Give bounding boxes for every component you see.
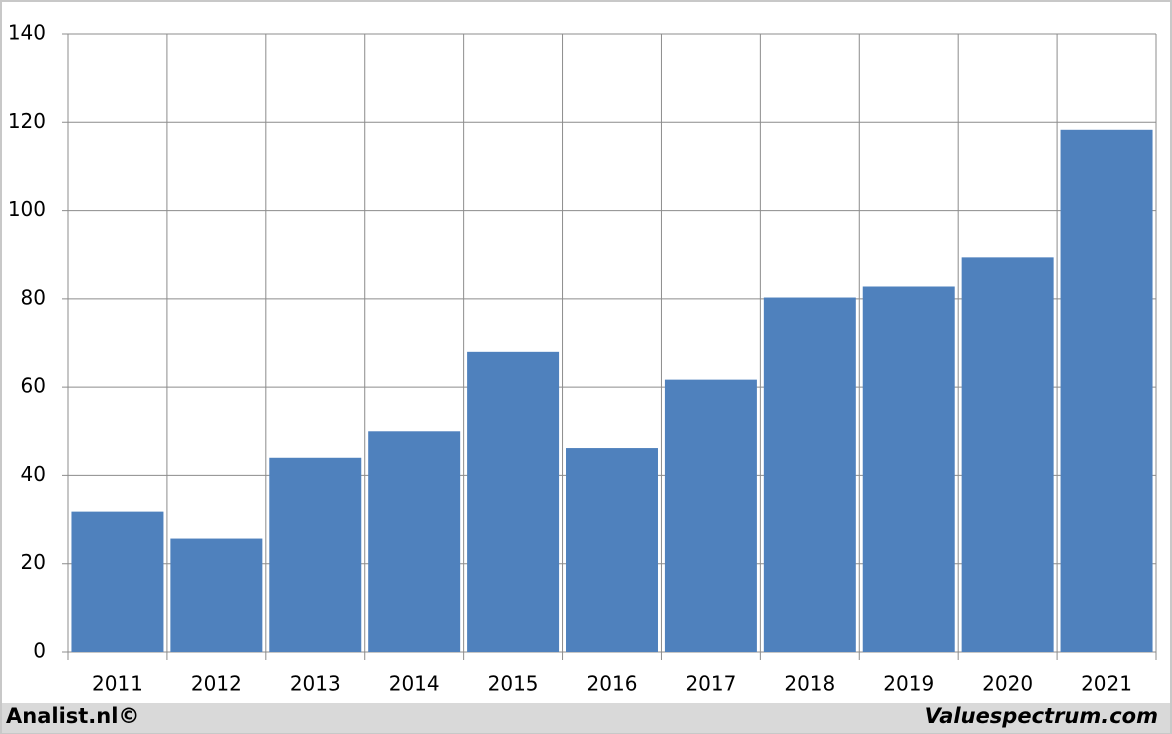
x-tick-label: 2015 [488,672,539,696]
y-tick-label: 60 [21,374,46,398]
x-tick-label: 2012 [191,672,242,696]
y-tick-label: 20 [21,550,46,574]
x-tick-label: 2013 [290,672,341,696]
bar [170,538,263,652]
bar [961,257,1054,652]
bar [368,431,461,652]
footer-right: Valuespectrum.com [925,704,1158,728]
x-tick-label: 2014 [389,672,440,696]
bar [269,457,362,652]
x-tick-label: 2018 [784,672,835,696]
y-tick-label: 80 [21,285,46,309]
bar [862,286,955,652]
bar [763,297,856,652]
x-tick-label: 2019 [883,672,934,696]
footer-band [2,703,1170,733]
x-tick-label: 2020 [982,672,1033,696]
y-tick-label: 120 [8,109,46,133]
x-tick-label: 2011 [92,672,143,696]
x-tick-label: 2021 [1081,672,1132,696]
y-tick-label: 100 [8,197,46,221]
y-tick-label: 40 [21,462,46,486]
bar [664,379,757,652]
x-tick-label: 2016 [587,672,638,696]
y-tick-label: 0 [33,639,46,663]
x-tick-label: 2017 [685,672,736,696]
bar [71,511,164,652]
footer-left: Analist.nl© [6,704,139,728]
y-tick-label: 140 [8,21,46,45]
bar [566,448,658,652]
bar [467,351,560,652]
bar [1060,129,1153,653]
